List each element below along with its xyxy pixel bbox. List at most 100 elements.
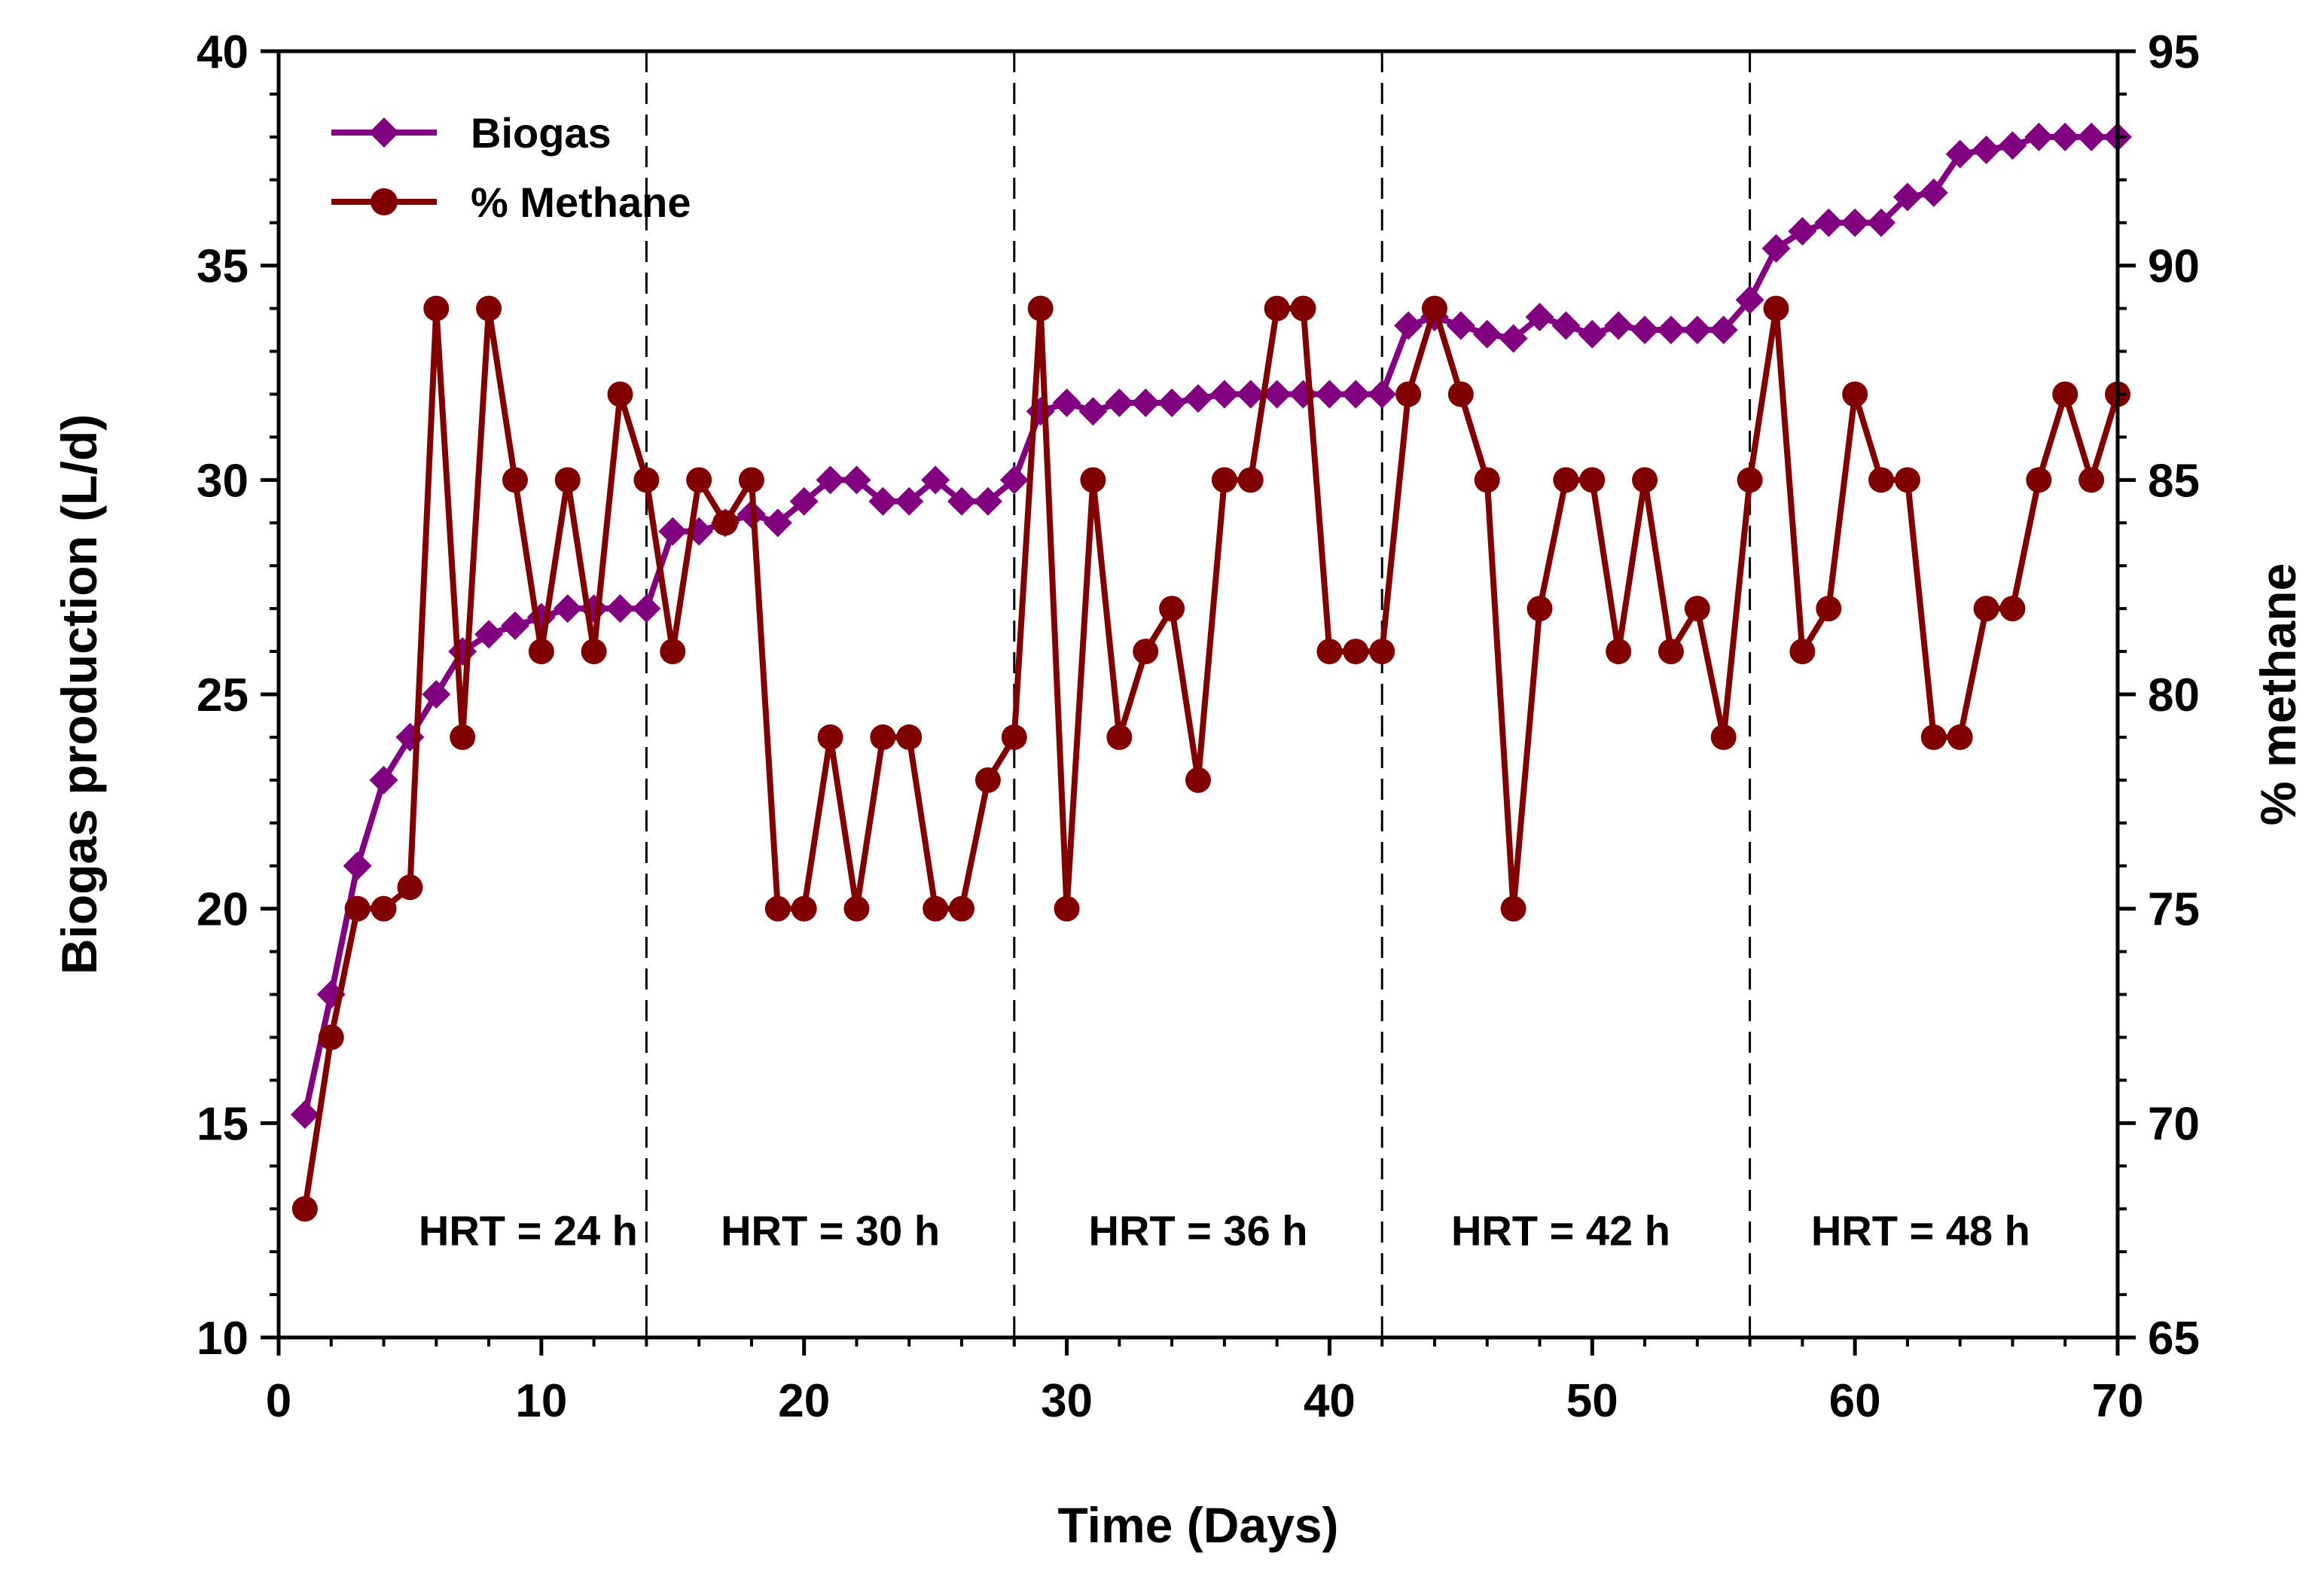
methane-point-59 [1816, 596, 1842, 622]
methane-point-17 [712, 510, 739, 536]
y-left-tick-label-6: 40 [197, 26, 249, 78]
biogas-point-27 [973, 486, 1002, 516]
methane-point-7 [450, 724, 476, 750]
methane-point-54 [1684, 596, 1710, 622]
biogas-point-60 [1841, 208, 1870, 237]
biogas-point-55 [1709, 316, 1738, 345]
methane-point-19 [764, 895, 791, 922]
biogas-point-13 [605, 594, 635, 624]
methane-point-34 [1159, 596, 1185, 622]
biogas-point-10 [526, 602, 556, 632]
methane-point-64 [1947, 724, 1973, 750]
biogas-point-30 [1052, 388, 1081, 417]
biogas-point-67 [2024, 122, 2054, 151]
methane-point-27 [974, 767, 1001, 793]
biogas-point-25 [921, 465, 950, 495]
biogas-markers [290, 122, 2132, 1129]
y-right-tick-label-6: 95 [2148, 26, 2200, 78]
biogas-point-4 [369, 765, 398, 795]
biogas-point-42 [1368, 380, 1397, 409]
biogas-point-48 [1525, 302, 1554, 331]
methane-point-6 [423, 295, 450, 322]
biogas-point-53 [1656, 316, 1685, 345]
methane-point-26 [949, 895, 975, 922]
biogas-point-29 [1026, 397, 1055, 426]
x-tick-label-1: 10 [515, 1375, 567, 1427]
methane-point-28 [1001, 724, 1027, 750]
hrt-label-30h: HRT = 30 h [721, 1207, 940, 1255]
biogas-point-23 [868, 486, 898, 516]
biogas-point-36 [1209, 380, 1239, 409]
biogas-point-45 [1446, 311, 1475, 340]
biogas-point-47 [1499, 324, 1528, 353]
methane-point-61 [1868, 467, 1895, 493]
biogas-point-59 [1814, 208, 1844, 237]
methane-point-10 [528, 639, 554, 665]
biogas-point-61 [1867, 208, 1896, 237]
methane-point-62 [1894, 467, 1920, 493]
methane-point-43 [1395, 381, 1422, 407]
methane-point-63 [1920, 724, 1947, 750]
y-left-tick-label-1: 15 [197, 1098, 249, 1150]
methane-point-40 [1316, 639, 1343, 665]
x-tick-label-5: 50 [1566, 1375, 1618, 1427]
biogas-point-20 [789, 486, 819, 516]
methane-point-47 [1500, 895, 1526, 922]
methane-point-2 [318, 1024, 344, 1051]
biogas-point-66 [1998, 131, 2027, 160]
x-tick-label-4: 40 [1304, 1375, 1356, 1427]
biogas-point-37 [1236, 380, 1265, 409]
x-tick-label-7: 70 [2092, 1375, 2144, 1427]
biogas-point-24 [895, 486, 924, 516]
methane-point-68 [2052, 381, 2078, 407]
x-tick-label-0: 0 [266, 1375, 291, 1427]
methane-point-56 [1737, 467, 1763, 493]
methane-point-29 [1027, 295, 1054, 322]
methane-point-16 [686, 467, 712, 493]
y-right-tick-label-4: 85 [2148, 455, 2200, 507]
legend-swatch-methane-circle [371, 188, 398, 215]
biogas-point-54 [1682, 316, 1712, 345]
biogas-point-40 [1315, 380, 1344, 409]
biogas-point-57 [1761, 233, 1791, 263]
methane-point-24 [896, 724, 923, 750]
methane-point-46 [1474, 467, 1500, 493]
biogas-point-56 [1735, 285, 1764, 315]
hrt-label-42h: HRT = 42 h [1451, 1207, 1670, 1255]
biogas-point-63 [1919, 178, 1948, 207]
y-left-tick-label-4: 30 [197, 455, 249, 507]
methane-point-41 [1343, 639, 1369, 665]
methane-point-67 [2026, 467, 2052, 493]
methane-point-32 [1106, 724, 1133, 750]
legend-label-biogas: Biogas [471, 109, 611, 157]
y-left-tick-label-0: 10 [197, 1313, 249, 1365]
methane-point-23 [870, 724, 896, 750]
y-right-tick-label-3: 80 [2148, 669, 2200, 721]
biogas-point-68 [2051, 122, 2080, 151]
biogas-point-34 [1157, 388, 1187, 417]
methane-point-11 [554, 467, 581, 493]
y-axis-left-title: Biogas production (L/d) [51, 414, 107, 974]
biogas-point-19 [763, 508, 792, 538]
methane-point-21 [817, 724, 843, 750]
x-tick-label-2: 20 [778, 1375, 830, 1427]
methane-point-51 [1606, 639, 1632, 665]
methane-point-37 [1237, 467, 1264, 493]
biogas-point-46 [1472, 319, 1502, 349]
biogas-point-64 [1945, 139, 1975, 169]
x-tick-label-6: 60 [1829, 1375, 1881, 1427]
biogas-point-15 [658, 517, 688, 546]
biogas-point-31 [1078, 397, 1108, 426]
biogas-point-9 [500, 611, 529, 640]
tick-marks: 0 10 20 30 40 50 60 701015202530354065707580859… [197, 26, 2200, 1427]
legend: Biogas % Methane [331, 109, 691, 226]
methane-point-13 [607, 381, 633, 407]
hrt-label-48h: HRT = 48 h [1811, 1207, 2030, 1255]
methane-point-30 [1054, 895, 1080, 922]
biogas-point-49 [1551, 311, 1581, 340]
legend-label-methane: % Methane [471, 178, 691, 226]
methane-series-line [301, 305, 2121, 1209]
methane-point-3 [344, 895, 371, 922]
methane-point-14 [633, 467, 660, 493]
